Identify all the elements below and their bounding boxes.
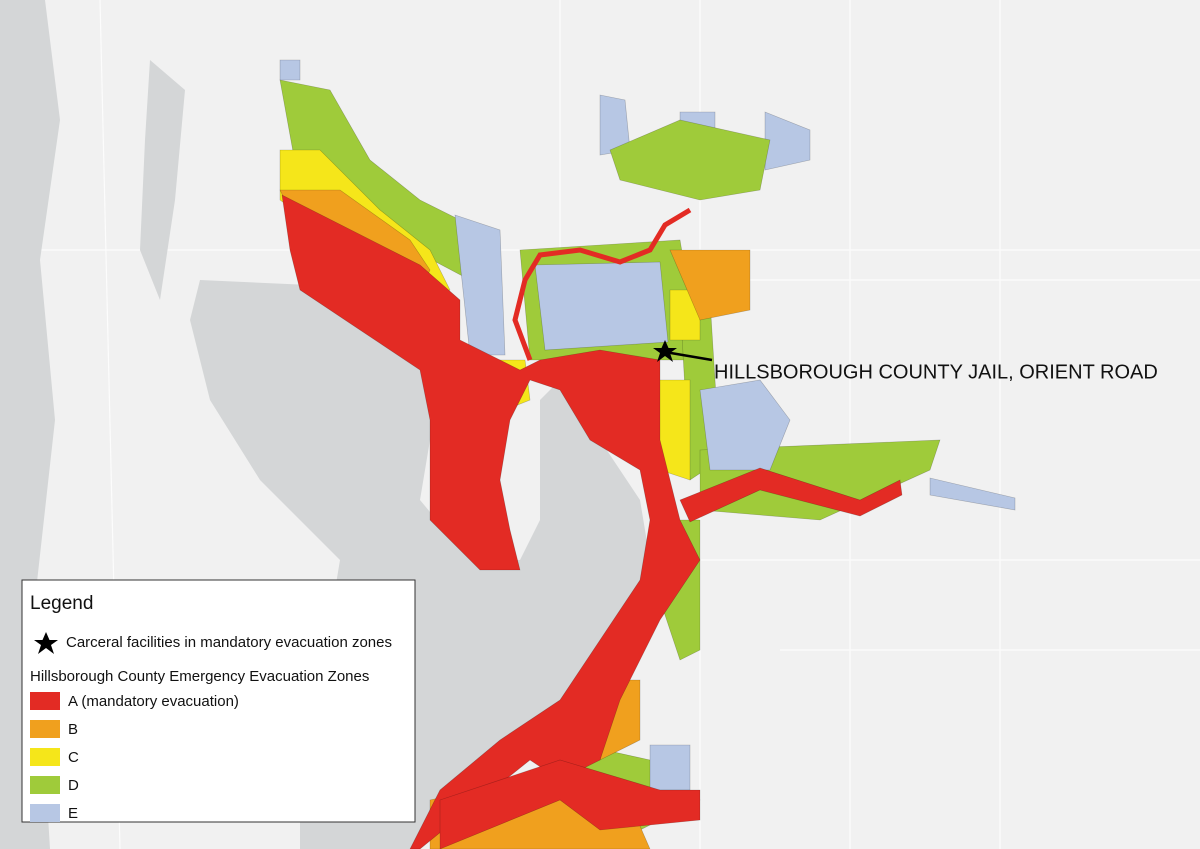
zone-a-area — [281, 194, 701, 849]
legend-swatch — [30, 692, 60, 710]
legend-swatch — [30, 776, 60, 794]
zone-e-area — [699, 379, 791, 471]
zone-e-area — [649, 744, 691, 791]
legend-swatch — [30, 720, 60, 738]
legend-swatch — [30, 748, 60, 766]
zone-a-area — [679, 467, 903, 523]
leader-line — [664, 350, 713, 362]
legend-star — [34, 632, 58, 654]
zone-a-area — [439, 759, 701, 849]
facility-annotation: HILLSBOROUGH COUNTY JAIL, ORIENT ROAD — [714, 361, 1158, 383]
legend-title: Legend — [30, 593, 93, 614]
evacuation-zones — [279, 59, 1016, 849]
legend: Legend Carceral facilities in mandatory … — [21, 579, 416, 823]
legend-zone-label: E — [68, 805, 78, 822]
zone-b-area — [669, 249, 751, 321]
river-zone-a — [512, 207, 692, 361]
legend-zone-label: B — [68, 721, 78, 738]
facility-marker: HILLSBOROUGH COUNTY JAIL, ORIENT ROAD — [653, 340, 1158, 383]
legend-zone-label: A (mandatory evacuation) — [68, 693, 239, 710]
zone-e-area — [534, 261, 669, 351]
zone-e-area — [454, 214, 506, 356]
zone-e-area — [279, 59, 301, 81]
legend-facility-label: Carceral facilities in mandatory evacuat… — [66, 634, 392, 651]
zone-d-area — [609, 119, 771, 201]
legend-box — [21, 579, 416, 823]
zone-e-area — [929, 477, 1016, 511]
legend-swatch — [30, 804, 60, 822]
legend-zone-label: D — [68, 777, 79, 794]
star-marker — [653, 340, 677, 362]
legend-zone-label: C — [68, 749, 79, 766]
legend-zones-title: Hillsborough County Emergency Evacuation… — [30, 668, 369, 685]
